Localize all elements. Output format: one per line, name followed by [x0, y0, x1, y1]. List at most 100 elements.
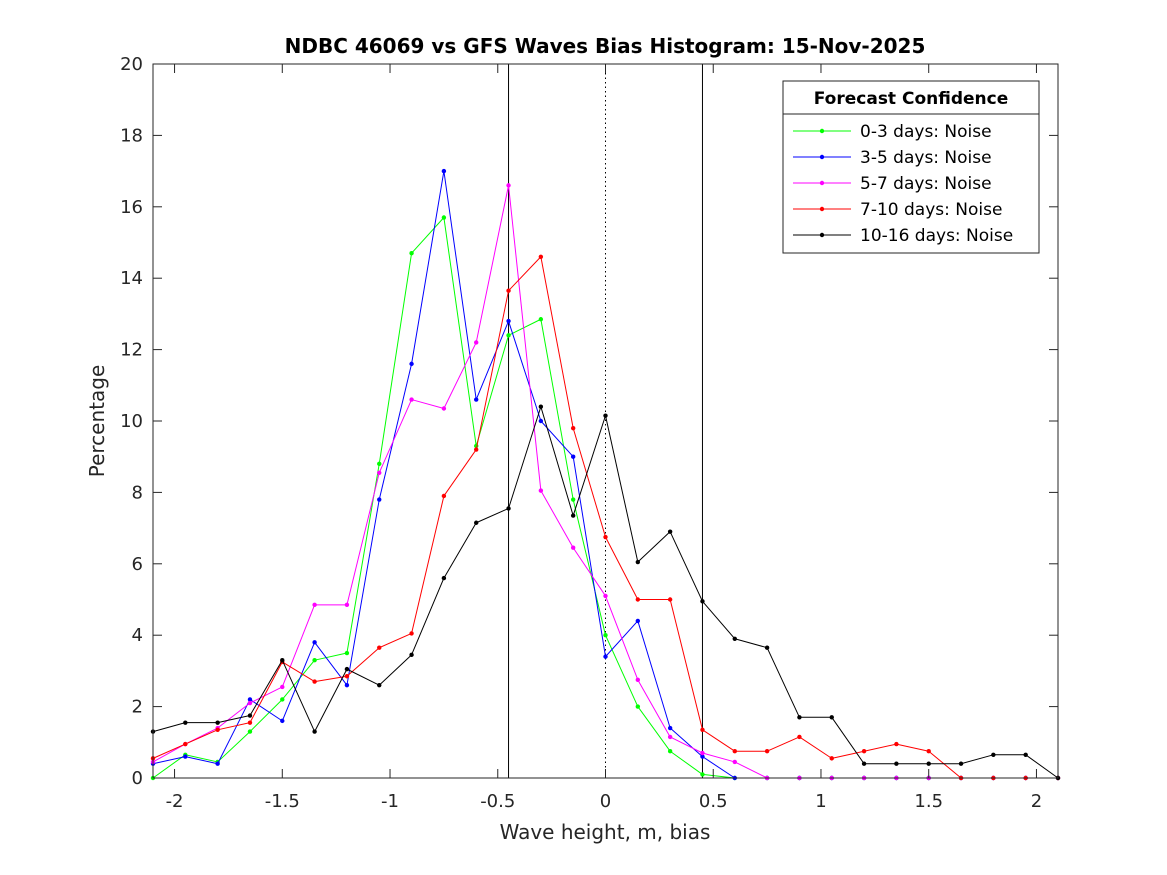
data-point — [700, 727, 705, 733]
data-point — [603, 413, 608, 418]
legend-entry-3: 7-10 days: Noise — [793, 200, 1002, 220]
data-point — [441, 575, 447, 581]
legend-entry-4: 10-16 days: Noise — [793, 226, 1013, 246]
data-point — [409, 652, 414, 658]
data-point — [344, 666, 350, 672]
y-axis-label: Percentage — [85, 365, 109, 478]
data-point — [732, 636, 737, 641]
legend-swatch-marker — [819, 206, 825, 212]
data-point — [506, 506, 511, 511]
data-point — [506, 288, 511, 293]
data-point — [441, 406, 447, 411]
data-point — [538, 488, 544, 493]
x-tick-label: 0 — [600, 791, 611, 812]
data-point — [474, 340, 479, 345]
data-point — [635, 677, 641, 683]
data-point — [312, 640, 317, 645]
x-tick-label: -2 — [166, 791, 184, 812]
data-point — [538, 317, 544, 322]
data-point — [377, 497, 382, 502]
data-point — [247, 697, 253, 702]
data-point — [667, 529, 673, 534]
data-point — [1023, 752, 1028, 757]
legend-label: 10-16 days: Noise — [860, 226, 1013, 246]
legend-title: Forecast Confidence — [814, 89, 1009, 109]
data-point — [247, 729, 253, 734]
data-point — [312, 729, 317, 734]
data-point — [247, 713, 253, 718]
legend-entry-1: 3-5 days: Noise — [793, 148, 992, 168]
y-tick-label: 4 — [132, 625, 143, 646]
legend-label: 5-7 days: Noise — [860, 174, 992, 194]
data-point — [474, 520, 479, 525]
data-point — [829, 715, 834, 720]
data-point — [344, 602, 350, 608]
y-tick-label: 8 — [132, 482, 143, 503]
data-point — [861, 749, 867, 754]
data-point — [538, 418, 544, 424]
data-point — [344, 650, 350, 656]
data-point — [926, 761, 931, 766]
data-point — [603, 534, 608, 540]
y-tick-label: 6 — [132, 554, 143, 575]
data-point — [635, 704, 641, 709]
data-point — [377, 682, 382, 688]
data-point — [570, 425, 576, 431]
data-point — [667, 734, 673, 740]
data-point — [603, 633, 608, 638]
y-tick-label: 16 — [120, 197, 143, 218]
chart-title: NDBC 46069 vs GFS Waves Bias Histogram: … — [285, 34, 926, 58]
data-point — [700, 599, 705, 604]
legend-label: 3-5 days: Noise — [860, 148, 992, 168]
x-tick-label: -0.5 — [480, 791, 515, 812]
data-point — [312, 602, 317, 608]
legend-swatch-marker — [819, 154, 825, 160]
x-axis-label: Wave height, m, bias — [500, 820, 711, 844]
data-point — [603, 654, 608, 659]
legend-swatch-marker — [819, 180, 825, 186]
data-point — [861, 761, 867, 766]
y-tick-label: 14 — [120, 268, 143, 289]
data-point — [474, 397, 479, 402]
data-point — [894, 741, 899, 747]
data-point — [280, 697, 285, 702]
legend-entry-2: 5-7 days: Noise — [793, 174, 992, 194]
data-point — [764, 749, 770, 754]
legend-swatch-marker — [819, 232, 825, 238]
data-point — [344, 674, 350, 679]
x-tick-label: 0.5 — [699, 791, 728, 812]
data-point — [506, 333, 511, 338]
data-point — [732, 749, 737, 754]
y-tick-label: 10 — [120, 411, 143, 432]
data-point — [700, 750, 705, 756]
data-point — [667, 597, 673, 602]
data-point — [603, 593, 608, 599]
data-point — [506, 183, 511, 188]
legend: Forecast Confidence 0-3 days: Noise 3-5 d… — [782, 80, 1040, 254]
data-point — [441, 168, 447, 174]
data-point — [280, 718, 285, 724]
legend-entry-0: 0-3 days: Noise — [793, 122, 992, 142]
data-point — [570, 454, 576, 459]
data-point — [538, 404, 544, 409]
data-point — [570, 513, 576, 518]
data-point — [700, 772, 705, 777]
legend-entries: 0-3 days: Noise 3-5 days: Noise 5-7 days: … — [793, 122, 1013, 246]
data-point — [797, 715, 802, 720]
data-point — [894, 761, 899, 766]
data-point — [667, 749, 673, 754]
data-point — [926, 749, 931, 754]
legend-title-box — [782, 80, 1040, 115]
y-tick-label: 0 — [132, 768, 143, 789]
data-point — [667, 725, 673, 731]
data-point — [732, 759, 737, 765]
data-point — [409, 251, 414, 256]
data-point — [280, 684, 285, 690]
data-point — [441, 215, 447, 220]
data-point — [183, 720, 188, 725]
axis-ticks — [153, 63, 1058, 779]
y-tick-label: 18 — [120, 125, 143, 146]
y-tick-label: 20 — [120, 54, 143, 75]
